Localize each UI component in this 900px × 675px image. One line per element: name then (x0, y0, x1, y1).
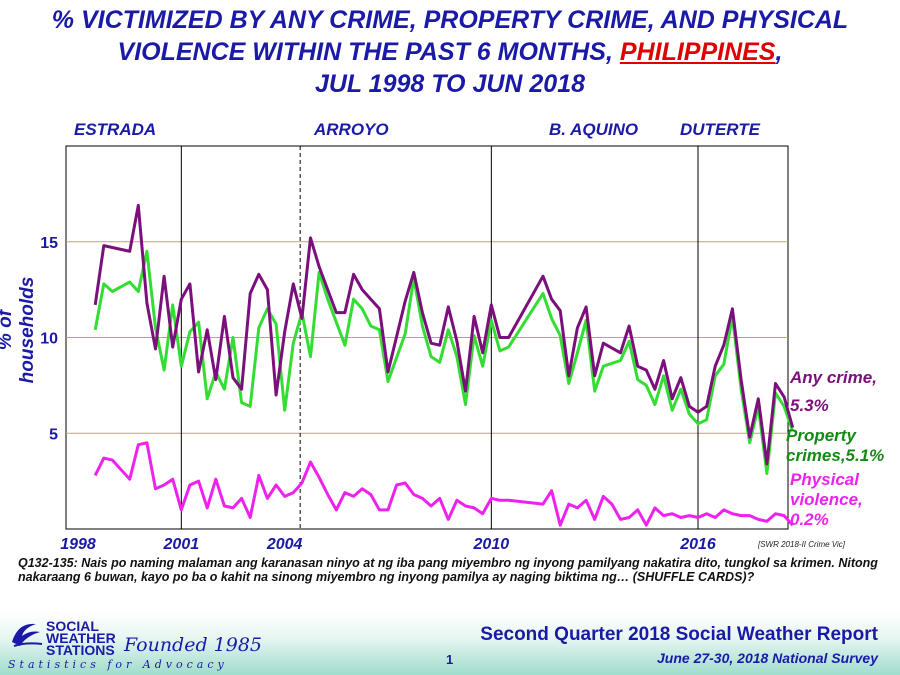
title-line-2-post: , (775, 38, 783, 66)
logo-line-3: STATIONS (46, 642, 115, 658)
title-country: PHILIPPINES (619, 38, 776, 66)
legend-any-crime-value: 5.3% (790, 396, 829, 415)
any-crime-line (93, 203, 795, 466)
legend-property-crimes: Property crimes,5.1% (786, 426, 884, 466)
legend-any-crime-label: Any crime, (790, 368, 877, 387)
logo-wordmark: SOCIAL WEATHER STATIONS (46, 618, 116, 658)
source-note: [SWR 2018-II Crime Vic] (758, 540, 845, 549)
y-tick-5: 5 (49, 426, 58, 443)
admin-label-estrada: ESTRADA (74, 120, 157, 139)
legend-physical-violence: Physical violence, 0.2% (790, 470, 863, 530)
x-tick-2016: 2016 (679, 536, 716, 553)
admin-label-arroyo: ARROYO (314, 120, 389, 139)
chart-title: % VICTIMIZED BY ANY CRIME, PROPERTY CRIM… (0, 4, 900, 100)
x-tick-2004: 2004 (266, 536, 303, 553)
sws-logo-icon (12, 623, 43, 647)
physical-violence-line (93, 441, 794, 527)
title-line-3: JUL 1998 TO JUN 2018 (314, 70, 586, 98)
property-crimes-line (93, 249, 795, 475)
x-tick-labels: 1998 2001 2004 2010 2016 (60, 536, 716, 553)
y-tick-15: 15 (40, 235, 58, 252)
data-series (93, 203, 795, 527)
administration-boundaries (180, 146, 699, 529)
report-title: Second Quarter 2018 Social Weather Repor… (480, 624, 878, 645)
title-line-1: % VICTIMIZED BY ANY CRIME, PROPERTY CRIM… (51, 6, 849, 34)
logo-line-2: WEATHER (46, 630, 116, 646)
x-tick-2001: 2001 (163, 536, 200, 553)
legend-physical-label-1: Physical (790, 470, 859, 489)
sws-logo: SOCIAL WEATHER STATIONS Founded 1985 Sta… (8, 616, 268, 674)
legend-physical-label-2: violence, (790, 490, 863, 509)
legend-any-crime: Any crime, 5.3% (790, 368, 877, 416)
survey-date: June 27-30, 2018 National Survey (657, 650, 878, 666)
logo-line-1: SOCIAL (46, 618, 99, 634)
tagline: Statistics for Advocacy (8, 658, 228, 671)
page-number: 1 (446, 652, 454, 667)
x-tick-2010: 2010 (473, 536, 510, 553)
title-line-2-pre: VIOLENCE WITHIN THE PAST 6 MONTHS, (117, 38, 620, 66)
y-tick-labels: 5 10 15 (40, 235, 58, 444)
line-chart: 5 10 15 1998 2001 2004 2010 2016 (40, 145, 795, 553)
footer-banner: SOCIAL WEATHER STATIONS Founded 1985 Sta… (0, 612, 900, 675)
x-tick-1998: 1998 (60, 536, 96, 553)
legend-property-value: crimes,5.1% (786, 446, 885, 465)
admin-label-aquino: B. AQUINO (549, 120, 639, 139)
survey-question: Q132-135: Nais po naming malaman ang kar… (18, 556, 878, 584)
title-line-2: VIOLENCE WITHIN THE PAST 6 MONTHS, PHILI… (0, 36, 900, 68)
admin-label-duterte: DUTERTE (680, 120, 760, 139)
legend-physical-value: 0.2% (790, 510, 829, 529)
y-tick-10: 10 (40, 331, 58, 348)
founded-text: Founded 1985 (124, 634, 263, 656)
legend-property-label: Property (786, 426, 856, 445)
